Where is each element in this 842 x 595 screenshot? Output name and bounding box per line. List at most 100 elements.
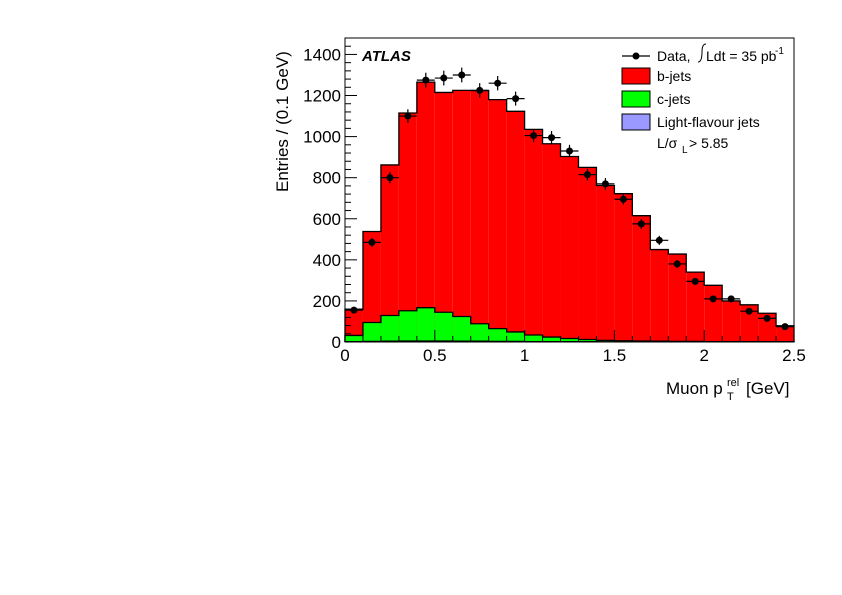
cut-label-rest: > 5.85 <box>689 135 729 151</box>
axis-ticks: 0 0.5 1 1.5 2 2.5 0 200 400 600 800 1000 1200 1400 <box>303 37 806 365</box>
data-point <box>614 193 633 205</box>
legend-b-jets-label: b-jets <box>657 68 691 84</box>
b-jets-bar <box>776 325 794 342</box>
b-jets-bar <box>506 111 525 342</box>
x-axis-title-unit: [GeV] <box>746 379 789 398</box>
data-point <box>398 109 417 123</box>
b-jets-bar <box>542 143 561 342</box>
legend-entry-light-jets: Light-flavour jets <box>621 113 760 131</box>
data-point <box>470 83 489 98</box>
b-jets-bar <box>650 249 669 342</box>
c-jets-bar <box>506 331 525 342</box>
c-jets-bar <box>578 339 597 342</box>
b-jets-bar <box>596 185 615 342</box>
b-jets-bar <box>452 90 471 342</box>
legend-cut-label: L/σ L > 5.85 <box>657 135 729 156</box>
b-jets-bar <box>740 304 759 342</box>
c-jets-bar <box>488 328 507 342</box>
c-jets-bar <box>416 307 435 342</box>
data-point <box>488 76 507 91</box>
cut-label-base: L/σ <box>657 135 678 151</box>
stacked-histogram <box>344 81 795 343</box>
data-point <box>560 144 579 158</box>
data-point <box>596 178 615 190</box>
c-jets-bar <box>542 337 561 342</box>
c-jets-bar <box>470 323 489 342</box>
c-jets-bar <box>398 310 417 342</box>
b-jets-bar <box>380 164 399 342</box>
legend: Data, Ldt = 35 pb -1 b-jets c-jets Light… <box>621 43 784 156</box>
b-jets-bar <box>686 272 705 342</box>
data-point <box>776 323 794 331</box>
x-axis-title-sub: T <box>727 391 734 403</box>
b-jets-bar <box>362 231 381 342</box>
data-point <box>524 128 543 143</box>
data-point <box>686 277 705 285</box>
data-point <box>740 307 759 315</box>
data-point <box>758 314 777 322</box>
x-tick-label: 1 <box>520 346 529 365</box>
data-point <box>345 306 363 314</box>
data-point <box>380 171 399 184</box>
y-tick-label: 800 <box>313 169 341 188</box>
data-point <box>632 218 651 229</box>
cut-label-sub: L <box>682 145 688 156</box>
x-tick-label: 2 <box>699 346 708 365</box>
data-point <box>668 260 687 268</box>
plot-frame <box>344 37 795 343</box>
b-jets-bar <box>722 300 741 342</box>
y-tick-label: 600 <box>313 210 341 229</box>
legend-light-jets-label: Light-flavour jets <box>657 114 760 130</box>
c-jets-bar <box>380 315 399 342</box>
b-jets-bar <box>704 285 723 342</box>
x-tick-label: 2.5 <box>782 346 806 365</box>
c-jets-bar <box>560 338 579 342</box>
c-jets-bar <box>434 312 453 342</box>
c-jets-bar <box>524 335 543 342</box>
atlas-label: ATLAS <box>361 48 411 65</box>
b-jets-bar <box>398 112 417 342</box>
data-points <box>345 67 794 331</box>
y-tick-label: 1200 <box>303 87 341 106</box>
b-jets-bar <box>488 99 507 343</box>
legend-entry-c-jets: c-jets <box>621 90 690 108</box>
legend-entry-data: Data, Ldt = 35 pb -1 <box>622 43 784 64</box>
c-jets-bar <box>345 335 363 342</box>
y-tick-label: 0 <box>332 333 341 352</box>
x-axis-title: Muon p rel T [GeV] <box>666 377 789 403</box>
c-jets-bar <box>362 322 381 342</box>
x-axis-title-sup: rel <box>727 377 739 389</box>
b-jets-bar <box>524 129 543 342</box>
legend-data-label: Data, <box>657 48 690 64</box>
data-point <box>722 295 741 303</box>
b-jets-bar <box>560 156 579 342</box>
x-tick-label: 1.5 <box>603 346 627 365</box>
data-point <box>542 131 561 145</box>
b-jets-bar <box>632 215 651 342</box>
data-point <box>704 295 723 303</box>
data-point <box>452 67 471 83</box>
y-tick-label: 1000 <box>303 128 341 147</box>
legend-c-jets-label: c-jets <box>657 91 690 107</box>
x-tick-label: 0 <box>340 346 349 365</box>
b-jets-bar <box>434 92 453 342</box>
legend-lumi-sup: -1 <box>775 46 784 57</box>
data-point <box>650 235 669 245</box>
b-jets-bar <box>758 313 777 342</box>
b-jets-bar <box>668 254 687 342</box>
data-point <box>362 237 381 247</box>
y-tick-label: 1400 <box>303 45 341 64</box>
b-jets-bar <box>614 193 633 342</box>
data-point <box>506 91 525 106</box>
integral-icon <box>697 43 707 63</box>
b-jets-bar <box>470 90 489 342</box>
data-point <box>416 72 435 88</box>
x-axis-title-base: Muon p <box>666 379 723 398</box>
c-jets-bar <box>452 316 471 342</box>
b-jets-bar <box>578 167 597 342</box>
y-tick-label: 200 <box>313 292 341 311</box>
data-point <box>434 70 453 86</box>
legend-entry-b-jets: b-jets <box>621 67 691 85</box>
x-tick-label: 0.5 <box>423 346 447 365</box>
